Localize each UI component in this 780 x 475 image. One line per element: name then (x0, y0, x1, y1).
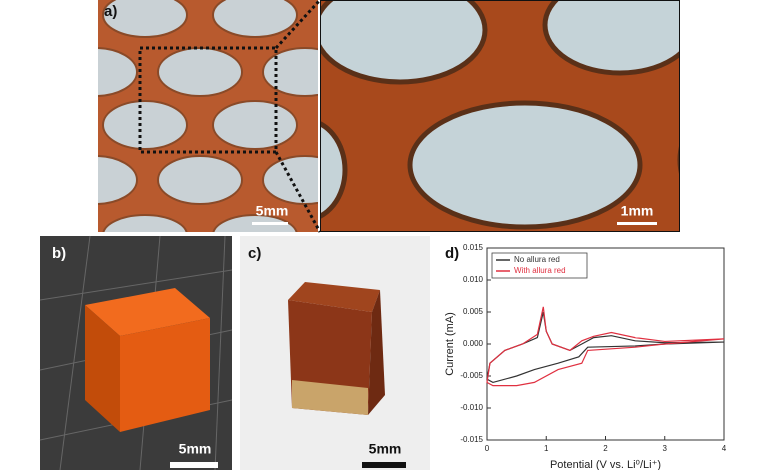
x-tick-label: 2 (603, 444, 608, 453)
scale-label: 5mm (369, 441, 402, 457)
y-tick-label: 0.005 (463, 307, 484, 316)
panel-label: d) (445, 245, 459, 262)
y-tick-label: 0.015 (463, 243, 484, 252)
x-tick-label: 0 (485, 444, 490, 453)
render-panel (39, 235, 233, 471)
cube-photo (240, 236, 430, 470)
y-axis-label: Current (mA) (444, 312, 456, 376)
y-tick-label: -0.005 (460, 371, 483, 380)
panel-label: b) (52, 245, 66, 262)
y-tick-label: -0.010 (460, 403, 483, 412)
mesh-photo (98, 0, 318, 232)
legend-label: With allura red (514, 266, 566, 275)
scale-label: 1mm (621, 203, 654, 219)
cv-curve (486, 311, 725, 384)
y-tick-label: 0.000 (463, 339, 484, 348)
panel-label: c) (248, 245, 261, 262)
legend-label: No allura red (514, 255, 560, 264)
panel-label: a) (104, 3, 117, 20)
x-tick-label: 4 (722, 444, 727, 453)
zoom-photo (320, 0, 680, 232)
x-tick-label: 3 (663, 444, 668, 453)
cv-chart: 0 1 2 3 4 -0.015 -0.010 -0.005 0.000 0.005 0.010 0.… (444, 243, 727, 471)
y-tick-label: -0.015 (460, 435, 483, 444)
scale-label: 5mm (179, 441, 212, 457)
legend-box (491, 252, 588, 279)
x-axis-label: Potential (V vs. Li⁰/Li⁺) (550, 459, 661, 470)
x-tick-label: 1 (544, 444, 549, 453)
y-tick-label: 0.010 (463, 275, 484, 284)
cv-curve (486, 306, 725, 387)
scale-label: 5mm (256, 203, 289, 219)
